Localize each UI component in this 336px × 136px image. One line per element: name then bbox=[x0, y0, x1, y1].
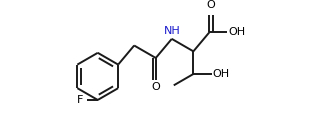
Text: NH: NH bbox=[163, 26, 180, 36]
Text: O: O bbox=[207, 0, 215, 10]
Text: F: F bbox=[77, 95, 84, 105]
Text: OH: OH bbox=[213, 69, 230, 79]
Text: OH: OH bbox=[228, 27, 245, 37]
Text: O: O bbox=[152, 82, 160, 92]
